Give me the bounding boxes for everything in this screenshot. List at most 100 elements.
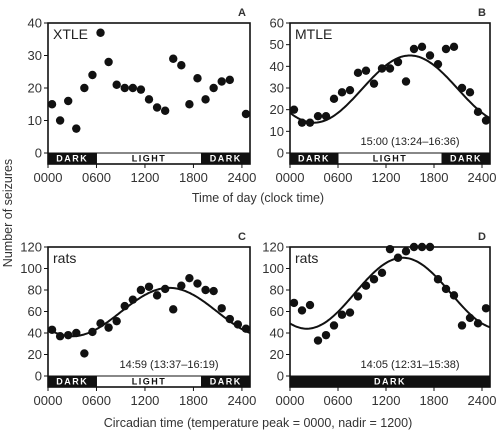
data-point	[393, 57, 403, 67]
peak-annotation: 15:00 (13:24–16:36)	[360, 136, 459, 148]
data-point	[55, 116, 65, 125]
x-tick-label: 1800	[420, 170, 449, 185]
data-point	[289, 105, 299, 114]
y-tick-label: 20	[270, 347, 284, 362]
data-point	[441, 44, 451, 54]
y-tick-label: 40	[28, 326, 42, 341]
data-point	[385, 244, 395, 254]
data-point	[417, 42, 427, 52]
y-tick-label: 60	[28, 304, 42, 319]
data-point	[361, 281, 371, 290]
data-point	[457, 321, 467, 330]
data-point	[465, 313, 475, 323]
data-point	[473, 319, 483, 328]
bar-label: DARK	[298, 154, 330, 164]
data-point	[72, 328, 81, 338]
peak-annotation: 14:59 (13:37–16:19)	[119, 359, 218, 371]
panel-c: C DARK LIGHT DARK 0 20 40 60 80 100 120 0000 0600 120…	[20, 231, 256, 408]
x-tick-label: 0000	[34, 170, 63, 185]
data-point	[47, 325, 57, 334]
cosinor-fit-curve	[289, 256, 491, 330]
data-point	[217, 77, 226, 86]
plot-frame	[47, 22, 251, 165]
data-point	[305, 118, 315, 127]
panel-b: B DARK LIGHT DARK 0 10 20 30 40 50 60 0000 0600 1200 1…	[270, 7, 497, 185]
series-label: rats	[295, 250, 318, 266]
x-axis-label-top: Time of day (clock time)	[192, 191, 324, 205]
x-tick-label: 1200	[372, 170, 401, 185]
panel-letter: C	[238, 231, 246, 243]
data-point	[401, 247, 411, 256]
data-point	[313, 336, 323, 345]
series-label: rats	[53, 250, 76, 266]
data-point	[385, 64, 395, 73]
series-label: MTLE	[295, 26, 332, 42]
x-tick-label: 1200	[130, 393, 159, 408]
y-tick-label: 60	[270, 304, 284, 319]
data-point	[409, 44, 419, 54]
data-point	[321, 330, 331, 340]
data-point	[425, 51, 435, 60]
data-point	[457, 83, 467, 93]
x-tick-label: 0600	[324, 170, 353, 185]
y-tick-label: 100	[262, 261, 284, 276]
data-point	[193, 279, 202, 288]
data-point	[104, 57, 113, 67]
data-point	[63, 96, 73, 106]
data-point	[112, 80, 121, 89]
data-point	[169, 305, 178, 314]
y-tick-label: 100	[20, 261, 42, 276]
cosinor-fit-curve	[289, 54, 491, 124]
panel-letter: D	[478, 231, 486, 243]
data-point	[297, 306, 307, 315]
bar-label: DARK	[210, 377, 242, 387]
y-tick-label: 30	[28, 48, 42, 63]
data-point	[361, 66, 371, 75]
y-tick-label: 60	[270, 16, 284, 31]
y-tick-label: 0	[35, 146, 42, 161]
data-point	[241, 109, 251, 119]
panel-a: A DARK LIGHT DARK 0 10 20 30 40 0000 0600 1200 1800 2…	[28, 7, 257, 185]
data-point	[104, 323, 113, 332]
y-tick-label: 0	[35, 369, 42, 384]
y-tick-label: 120	[20, 240, 42, 255]
data-point	[313, 111, 323, 121]
data-point	[369, 79, 379, 88]
bar-label: LIGHT	[132, 377, 167, 387]
bar-label: DARK	[374, 377, 406, 387]
data-point	[441, 284, 451, 294]
data-point	[449, 291, 459, 300]
bar-label: DARK	[56, 154, 88, 164]
data-point	[120, 301, 129, 311]
x-tick-label: 1800	[179, 393, 208, 408]
data-point	[185, 100, 194, 109]
bar-label: LIGHT	[373, 154, 408, 164]
data-point	[128, 83, 138, 93]
data-point	[80, 83, 89, 93]
data-point	[169, 54, 178, 63]
data-point	[297, 118, 307, 127]
x-tick-label: 0000	[276, 170, 305, 185]
data-point	[47, 100, 57, 109]
panel-letter: B	[478, 7, 486, 19]
data-point	[55, 332, 65, 341]
data-point	[481, 116, 491, 125]
x-tick-label: 0000	[34, 393, 63, 408]
x-tick-label: 2400	[227, 170, 256, 185]
data-point	[152, 291, 162, 300]
data-point	[209, 83, 218, 93]
data-point	[136, 285, 146, 295]
data-point	[353, 292, 363, 301]
data-point	[481, 304, 491, 313]
data-point	[433, 275, 443, 284]
data-point	[88, 70, 97, 80]
x-tick-label: 2400	[468, 170, 497, 185]
data-point	[128, 295, 138, 304]
data-point	[233, 320, 243, 329]
y-tick-label: 0	[277, 369, 284, 384]
y-tick-label: 80	[28, 283, 42, 298]
y-tick-label: 40	[270, 59, 284, 74]
y-tick-label: 10	[270, 124, 284, 139]
x-tick-label: 1200	[130, 170, 159, 185]
